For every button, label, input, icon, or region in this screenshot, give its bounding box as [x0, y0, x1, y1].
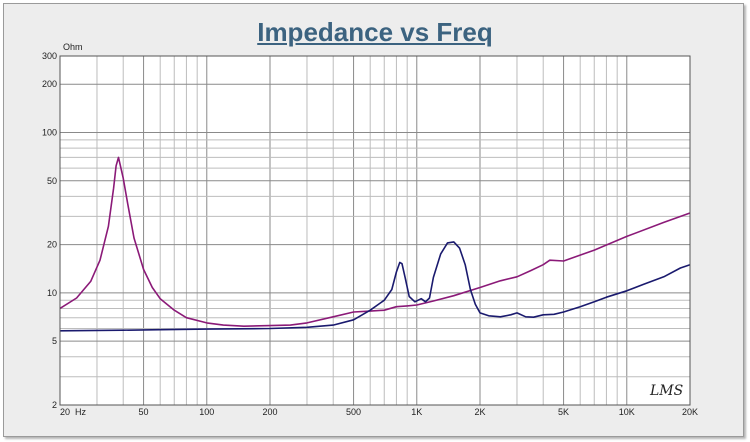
- y-tick-label: 10: [47, 288, 57, 298]
- grid-lines: [59, 55, 691, 406]
- y-tick-label: 50: [47, 176, 57, 186]
- chart-title: Impedance vs Freq: [257, 17, 493, 47]
- y-tick-label: 5: [52, 336, 57, 346]
- x-tick-labels: 20 Hz 50 100 200 500 1K 2K 5K 10K 20K: [60, 407, 698, 417]
- x-tick-label: 2K: [474, 407, 485, 417]
- y-tick-label: 300: [42, 51, 57, 61]
- y-tick-labels: 2 5 10 20 50 100 200 300: [42, 51, 57, 410]
- x-tick-label: 20 Hz: [60, 407, 87, 417]
- x-tick-label: 10K: [619, 407, 635, 417]
- x-tick-label: 20K: [682, 407, 698, 417]
- y-axis-label: Ohm: [63, 42, 83, 52]
- plot-border: [59, 55, 691, 406]
- y-tick-label: 200: [42, 79, 57, 89]
- series-line-1: [59, 156, 691, 328]
- x-tick-label: 5K: [558, 407, 569, 417]
- x-tick-label: 500: [346, 407, 361, 417]
- plot-area: [59, 55, 691, 406]
- series-group: [59, 156, 691, 332]
- y-tick-label: 2: [52, 400, 57, 410]
- y-tick-label: 100: [42, 128, 57, 138]
- series-line-2: [59, 241, 691, 332]
- lms-annotation: LMS: [649, 383, 683, 399]
- x-tick-label: 1K: [411, 407, 422, 417]
- x-tick-label: 50: [139, 407, 149, 417]
- x-tick-label: 100: [199, 407, 214, 417]
- x-tick-label: 200: [262, 407, 277, 417]
- y-tick-label: 20: [47, 240, 57, 250]
